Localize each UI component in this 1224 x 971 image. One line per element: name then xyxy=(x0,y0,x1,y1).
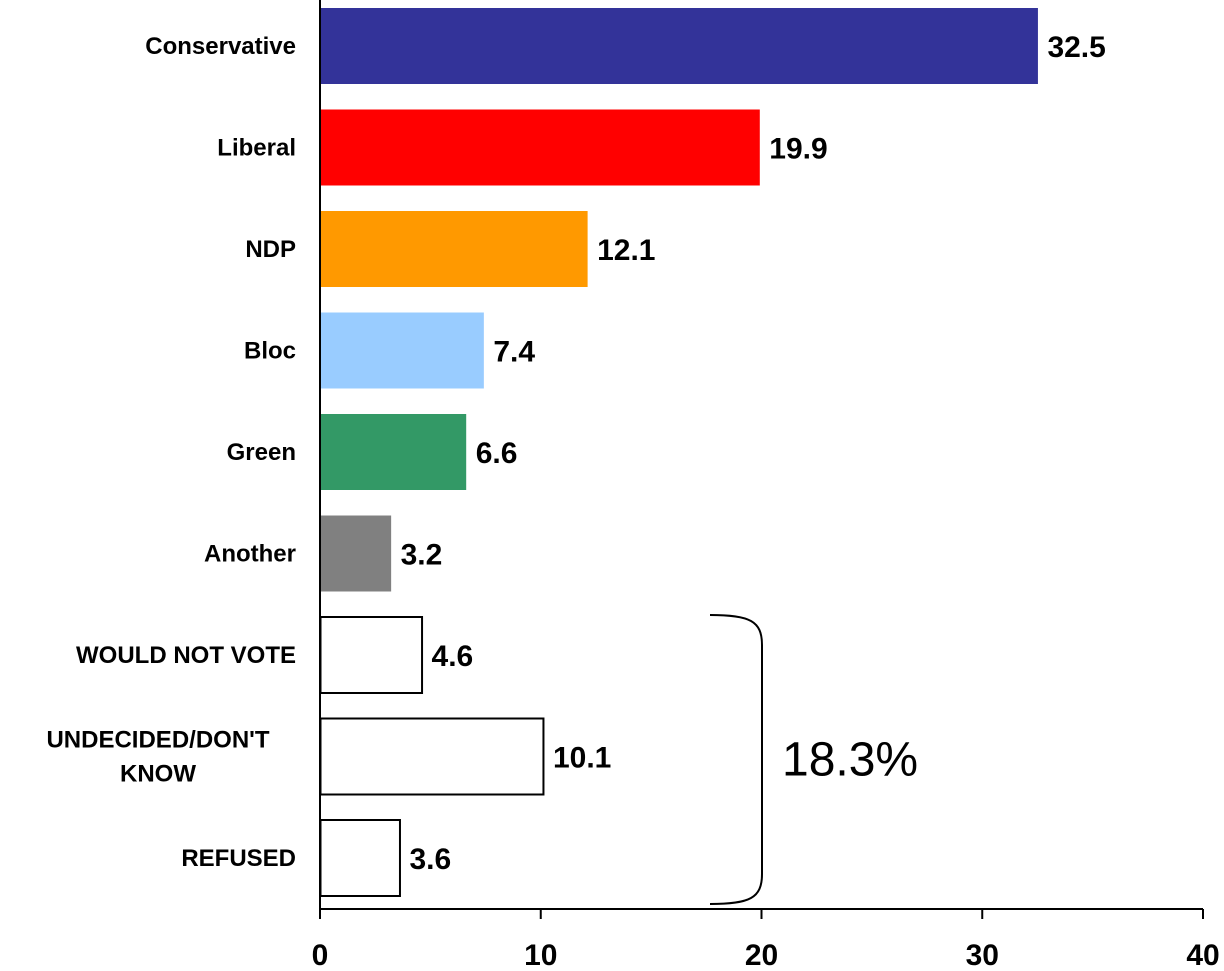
bracket-total-label: 18.3% xyxy=(782,734,918,787)
category-label-2: NDP xyxy=(245,236,296,263)
value-label-0: 32.5 xyxy=(1047,31,1105,64)
x-tick-label-1: 10 xyxy=(524,939,557,971)
category-label-6: WOULD NOT VOTE xyxy=(76,642,296,669)
bars-group xyxy=(319,8,1038,897)
value-labels: 32.5 19.9 12.1 7.4 6.6 3.2 4.6 10.1 3.6 xyxy=(401,31,1106,876)
category-label-8: REFUSED xyxy=(181,845,296,872)
category-label-7: UNDECIDED/DON'T KNOW xyxy=(46,727,269,788)
x-tick-label-4: 40 xyxy=(1186,939,1219,971)
x-tick-label-0: 0 xyxy=(312,939,329,971)
bar-7 xyxy=(319,717,545,796)
x-tick-label-3: 30 xyxy=(966,939,999,971)
x-axis: 0 10 20 30 40 xyxy=(312,0,1220,971)
value-label-2: 12.1 xyxy=(597,234,655,267)
category-label-1: Liberal xyxy=(217,135,296,162)
bar-5 xyxy=(320,515,392,592)
value-label-5: 3.2 xyxy=(401,539,443,572)
annotation-group: 18.3% xyxy=(709,614,918,905)
value-label-8: 3.6 xyxy=(409,843,451,876)
value-label-6: 4.6 xyxy=(432,640,474,673)
bar-0 xyxy=(320,8,1038,84)
category-label-4: Green xyxy=(227,439,296,466)
value-label-4: 6.6 xyxy=(476,437,518,470)
bar-6 xyxy=(319,616,424,694)
value-label-7: 10.1 xyxy=(553,742,611,775)
bar-8 xyxy=(319,819,401,897)
bar-4 xyxy=(320,414,467,490)
x-tick-label-2: 20 xyxy=(745,939,778,971)
category-labels: Conservative Liberal NDP Bloc Green Another WO… xyxy=(46,33,296,872)
value-label-3: 7.4 xyxy=(493,336,535,369)
bar-2 xyxy=(320,211,588,287)
value-label-1: 19.9 xyxy=(769,133,827,166)
category-label-3: Bloc xyxy=(244,338,296,365)
bracket-brace xyxy=(709,614,763,905)
bar-1 xyxy=(320,109,760,186)
category-label-0: Conservative xyxy=(145,33,296,60)
bar-3 xyxy=(320,312,484,389)
category-label-5: Another xyxy=(204,541,296,568)
